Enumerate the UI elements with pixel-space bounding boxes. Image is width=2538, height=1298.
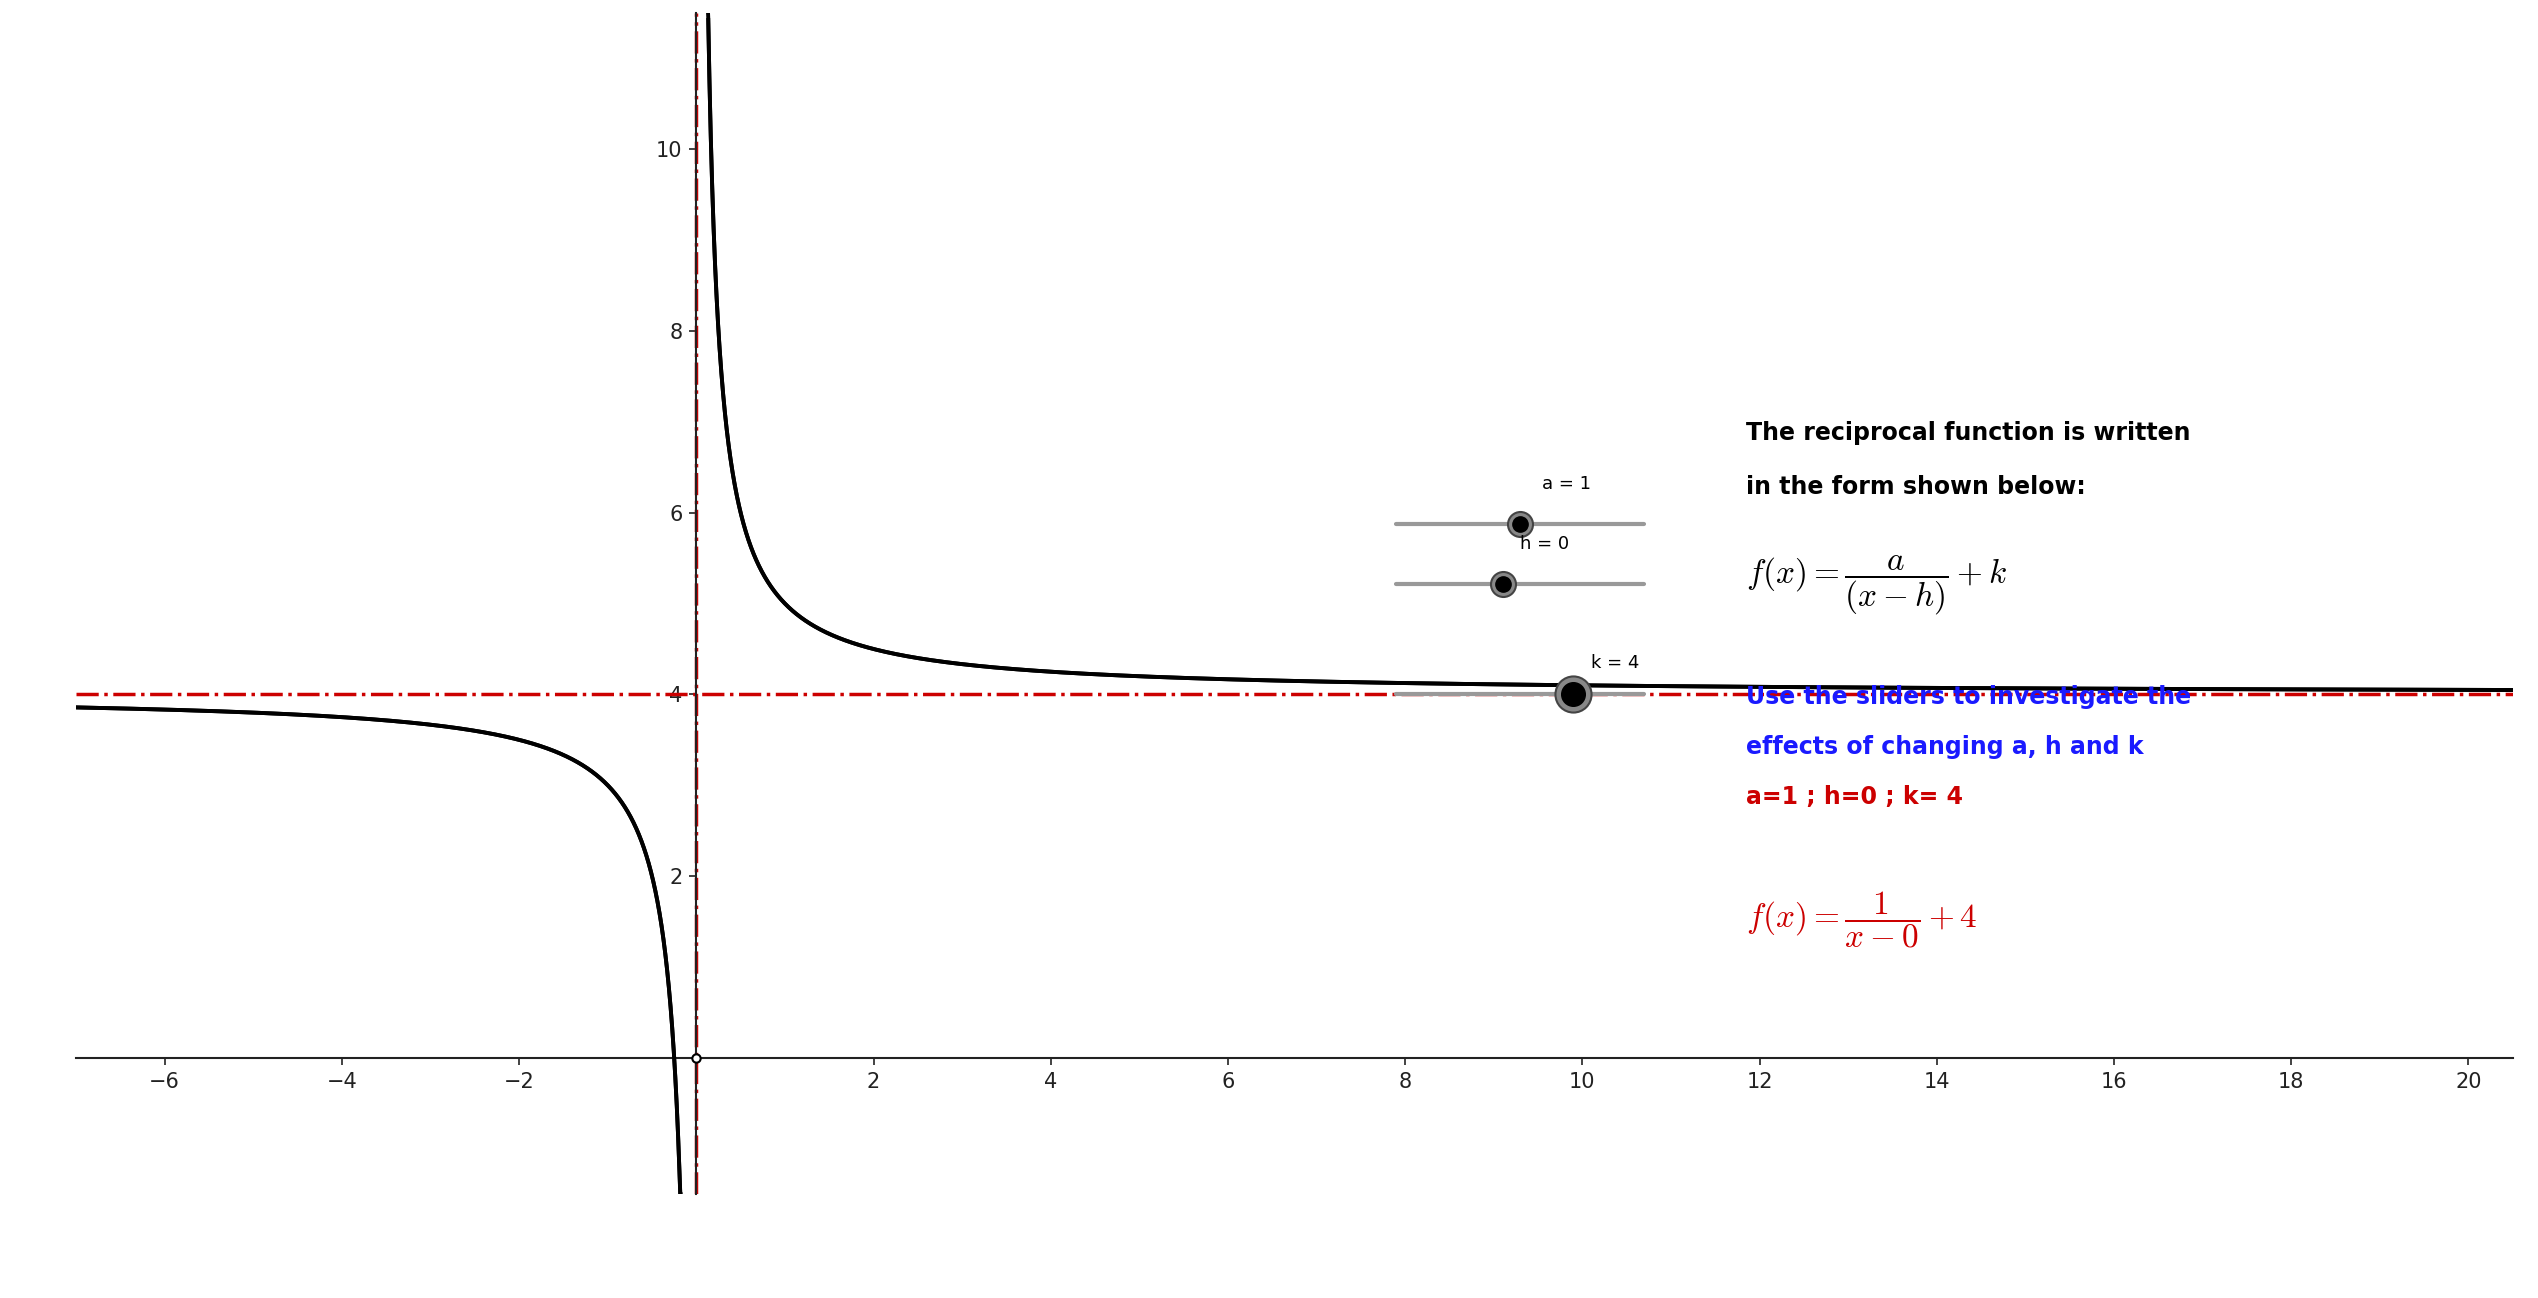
Text: The reciprocal function is written: The reciprocal function is written bbox=[1746, 421, 2190, 444]
Text: a=1 ; h=0 ; k= 4: a=1 ; h=0 ; k= 4 bbox=[1746, 785, 1964, 809]
Text: $f(x) = \dfrac{1}{x - 0} + 4$: $f(x) = \dfrac{1}{x - 0} + 4$ bbox=[1746, 890, 1977, 950]
Text: h = 0: h = 0 bbox=[1520, 535, 1568, 553]
Text: effects of changing a, h and k: effects of changing a, h and k bbox=[1746, 735, 2145, 759]
Text: k = 4: k = 4 bbox=[1591, 654, 1640, 671]
Text: $f(x) = \dfrac{a}{(x - h)} + k$: $f(x) = \dfrac{a}{(x - h)} + k$ bbox=[1746, 554, 2008, 617]
Text: in the form shown below:: in the form shown below: bbox=[1746, 475, 2086, 498]
Text: a = 1: a = 1 bbox=[1543, 475, 1591, 493]
Text: Use the sliders to investigate the: Use the sliders to investigate the bbox=[1746, 685, 2190, 709]
